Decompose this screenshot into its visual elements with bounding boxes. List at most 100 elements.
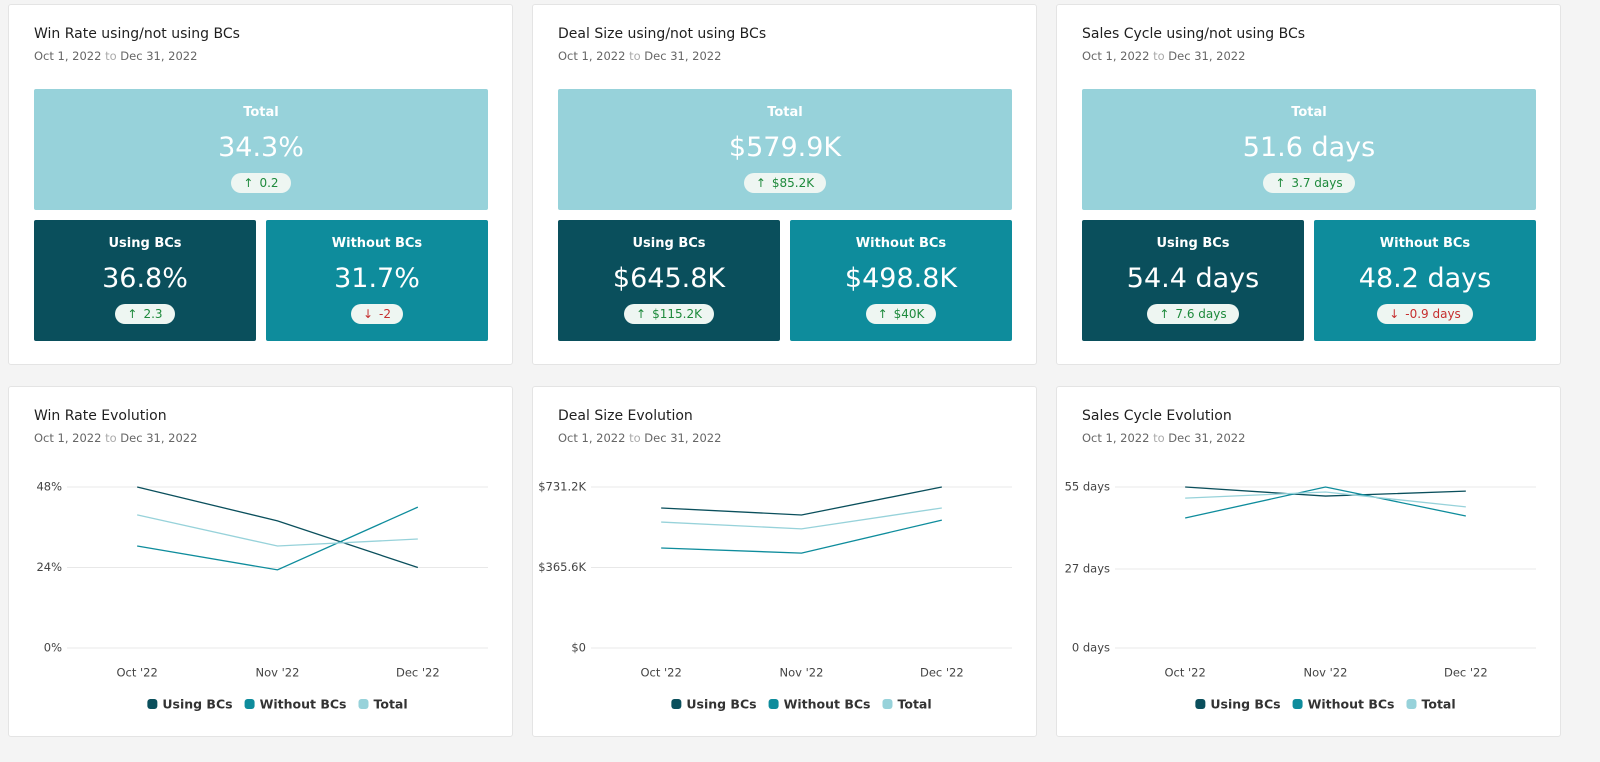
kpi-delta-badge: ↑ $115.2K bbox=[624, 304, 714, 324]
kpi-label: Total bbox=[767, 105, 803, 120]
series-line bbox=[137, 486, 419, 569]
y-tick-label: $365.6K bbox=[538, 560, 586, 574]
kpi-value: 48.2 days bbox=[1358, 263, 1492, 294]
series-line bbox=[1185, 486, 1466, 519]
kpi-badge-wrap: ↑ 2.3 bbox=[34, 303, 256, 324]
kpi-delta-badge: ↑ $85.2K bbox=[743, 173, 827, 193]
kpi-label: Without BCs bbox=[1379, 236, 1471, 251]
line-chart: 0% 24% 48% Oct '22 Nov '22 Dec '22 Using BCs Wi… bbox=[36, 480, 488, 712]
series-line bbox=[1185, 491, 1466, 508]
kpi-label: Without BCs bbox=[855, 236, 947, 251]
date-to: Dec 31, 2022 bbox=[1168, 49, 1246, 63]
arrow-up-icon: ↑ bbox=[1275, 176, 1286, 190]
y-tick-label: 48% bbox=[36, 480, 62, 494]
legend-label: Total bbox=[897, 697, 931, 712]
date-from: Oct 1, 2022 bbox=[558, 49, 626, 63]
date-from: Oct 1, 2022 bbox=[34, 49, 102, 63]
x-tick-label: Nov '22 bbox=[780, 666, 824, 680]
chart-card: Sales Cycle Evolution Oct 1, 2022 to Dec … bbox=[1056, 386, 1561, 737]
kpi-card: Deal Size using/not using BCs Oct 1, 2022… bbox=[532, 4, 1037, 365]
arrow-down-icon: ↓ bbox=[1389, 307, 1400, 321]
legend-label: Using BCs bbox=[162, 697, 232, 712]
kpi-delta-badge: ↑ 7.6 days bbox=[1147, 304, 1239, 324]
kpi-value: $498.8K bbox=[844, 263, 958, 294]
date-range: Oct 1, 2022 to Dec 31, 2022 bbox=[34, 49, 197, 63]
legend-swatch bbox=[1195, 699, 1206, 709]
legend-swatch bbox=[882, 699, 893, 709]
kpi-label: Total bbox=[1291, 105, 1327, 120]
kpi-label: Using BCs bbox=[108, 236, 182, 251]
legend-swatch bbox=[671, 699, 682, 709]
kpi-badge-wrap: ↑ $85.2K bbox=[558, 172, 1012, 193]
date-range: Oct 1, 2022 to Dec 31, 2022 bbox=[558, 49, 721, 63]
kpi-box: Total 34.3% ↑ 0.2 bbox=[34, 89, 488, 210]
y-tick-label: 27 days bbox=[1065, 561, 1110, 575]
date-to: Dec 31, 2022 bbox=[120, 49, 198, 63]
x-tick-label: Nov '22 bbox=[256, 666, 300, 680]
kpi-delta: 2.3 bbox=[143, 307, 163, 321]
date-from: Oct 1, 2022 bbox=[1082, 49, 1150, 63]
kpi-delta-badge: ↑ 3.7 days bbox=[1263, 173, 1355, 193]
legend-swatch bbox=[1406, 699, 1417, 709]
date-from: Oct 1, 2022 bbox=[1082, 431, 1150, 445]
date-to: Dec 31, 2022 bbox=[644, 431, 722, 445]
date-sep: to bbox=[629, 49, 641, 63]
series-line bbox=[137, 506, 419, 571]
kpi-value: $579.9K bbox=[728, 132, 842, 163]
date-sep: to bbox=[629, 431, 641, 445]
kpi-delta-badge: ↓ -0.9 days bbox=[1377, 304, 1473, 324]
date-to: Dec 31, 2022 bbox=[120, 431, 198, 445]
legend-swatch bbox=[358, 699, 369, 709]
line-chart: 0 days 27 days 55 days Oct '22 Nov '22 Dec '2… bbox=[1065, 480, 1536, 712]
kpi-delta-badge: ↑ 2.3 bbox=[115, 304, 175, 324]
kpi-delta: -0.9 days bbox=[1405, 307, 1461, 321]
y-tick-label: 55 days bbox=[1065, 480, 1110, 494]
kpi-delta: 0.2 bbox=[259, 176, 279, 190]
kpi-box: Using BCs 36.8% ↑ 2.3 bbox=[34, 220, 256, 341]
y-tick-label: 24% bbox=[36, 560, 62, 574]
arrow-up-icon: ↑ bbox=[127, 307, 138, 321]
card-title: Sales Cycle Evolution bbox=[1082, 408, 1232, 424]
kpi-label: Using BCs bbox=[1156, 236, 1230, 251]
line-chart: $0 $365.6K $731.2K Oct '22 Nov '22 Dec '22 Usi… bbox=[538, 480, 1012, 712]
kpi-delta-badge: ↑ $40K bbox=[865, 304, 937, 324]
kpi-badge-wrap: ↓ -0.9 days bbox=[1314, 303, 1536, 324]
arrow-up-icon: ↑ bbox=[755, 176, 766, 190]
date-range: Oct 1, 2022 to Dec 31, 2022 bbox=[1082, 431, 1245, 445]
legend-label: Total bbox=[373, 697, 407, 712]
legend: Using BCs Without BCs Total bbox=[147, 697, 408, 712]
kpi-delta: 7.6 days bbox=[1175, 307, 1227, 321]
x-tick-label: Dec '22 bbox=[1444, 666, 1488, 680]
arrow-up-icon: ↑ bbox=[1159, 307, 1170, 321]
series-line bbox=[661, 519, 942, 554]
card-title: Deal Size Evolution bbox=[558, 408, 693, 424]
legend-swatch bbox=[244, 699, 255, 709]
arrow-up-icon: ↑ bbox=[636, 307, 647, 321]
y-tick-label: 0 days bbox=[1072, 641, 1110, 655]
kpi-value: 36.8% bbox=[102, 263, 188, 294]
kpi-box: Without BCs $498.8K ↑ $40K bbox=[790, 220, 1012, 341]
kpi-value: 31.7% bbox=[334, 263, 420, 294]
date-range: Oct 1, 2022 to Dec 31, 2022 bbox=[34, 431, 197, 445]
x-tick-label: Oct '22 bbox=[116, 666, 157, 680]
kpi-box: Without BCs 48.2 days ↓ -0.9 days bbox=[1314, 220, 1536, 341]
kpi-label: Without BCs bbox=[331, 236, 423, 251]
legend-swatch bbox=[1292, 699, 1303, 709]
date-range: Oct 1, 2022 to Dec 31, 2022 bbox=[558, 431, 721, 445]
date-sep: to bbox=[105, 431, 117, 445]
card-title: Win Rate using/not using BCs bbox=[34, 26, 240, 42]
kpi-label: Total bbox=[243, 105, 279, 120]
kpi-delta-badge: ↓ -2 bbox=[350, 304, 404, 324]
legend-swatch bbox=[768, 699, 779, 709]
kpi-badge-wrap: ↓ -2 bbox=[266, 303, 488, 324]
kpi-box: Using BCs $645.8K ↑ $115.2K bbox=[558, 220, 780, 341]
kpi-badge-wrap: ↑ $40K bbox=[790, 303, 1012, 324]
kpi-value: 54.4 days bbox=[1126, 263, 1260, 294]
kpi-label: Using BCs bbox=[632, 236, 706, 251]
legend-label: Without BCs bbox=[1308, 697, 1395, 712]
chart-card: Deal Size Evolution Oct 1, 2022 to Dec 31… bbox=[532, 386, 1037, 737]
date-range: Oct 1, 2022 to Dec 31, 2022 bbox=[1082, 49, 1245, 63]
date-to: Dec 31, 2022 bbox=[644, 49, 722, 63]
series-line bbox=[661, 507, 942, 530]
kpi-value: 51.6 days bbox=[1242, 132, 1376, 163]
